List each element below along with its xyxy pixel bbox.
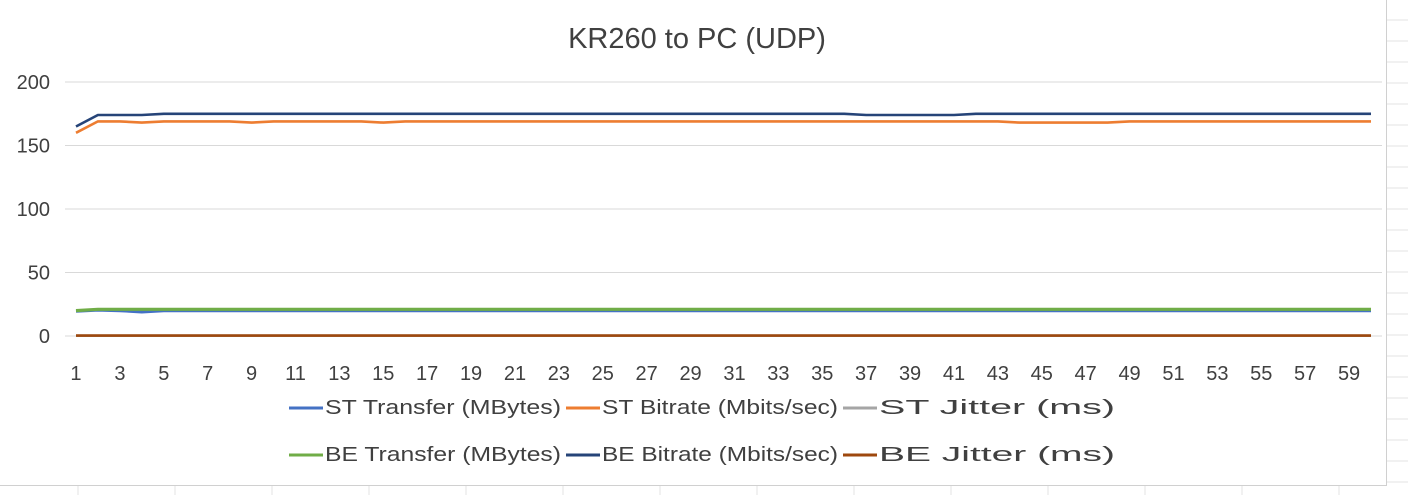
- x-tick-label: 55: [1250, 363, 1272, 385]
- legend-label: ST Bitrate (Mbits/sec): [602, 397, 838, 419]
- x-tick-label: 45: [1031, 363, 1053, 385]
- series-line-st-bitrate-mbits-sec[interactable]: [75, 120, 1371, 134]
- series-lines: [75, 112, 1371, 338]
- x-tick-label: 23: [548, 363, 570, 385]
- legend-label: BE Bitrate (Mbits/sec): [602, 444, 838, 466]
- y-tick-label: 100: [17, 199, 50, 221]
- x-tick-label: 57: [1294, 363, 1316, 385]
- x-tick-label: 43: [987, 363, 1009, 385]
- x-tick-label: 25: [592, 363, 614, 385]
- legend-entry[interactable]: BE Transfer (MBytes): [289, 444, 561, 466]
- x-tick-label: 51: [1162, 363, 1184, 385]
- x-tick-label: 49: [1118, 363, 1140, 385]
- x-tick-label: 17: [416, 363, 438, 385]
- y-tick-label: 0: [39, 326, 50, 348]
- x-tick-label: 13: [328, 363, 350, 385]
- y-axis-ticks: 0 50 100 150 200: [17, 72, 50, 348]
- legend-entry[interactable]: BE Bitrate (Mbits/sec): [566, 444, 838, 466]
- x-tick-label: 5: [158, 363, 169, 385]
- x-tick-label: 59: [1338, 363, 1360, 385]
- x-tick-label: 41: [943, 363, 965, 385]
- x-tick-label: 21: [504, 363, 526, 385]
- x-tick-label: 33: [767, 363, 789, 385]
- y-tick-label: 150: [17, 136, 50, 158]
- series-line-be-transfer-mbytes[interactable]: [75, 307, 1371, 313]
- legend-label: BE Transfer (MBytes): [325, 444, 561, 466]
- x-tick-label: 15: [372, 363, 394, 385]
- legend-label: BE Jitter (ms): [879, 444, 1115, 466]
- x-axis-ticks: 1 3 5 7 9 11 13 15 17 19 21 23 25 27 29 31 33 35 37 39 41 43 4…: [70, 363, 1360, 385]
- legend: ST Transfer (MBytes) ST Bitrate (Mbits/se…: [289, 397, 1115, 466]
- x-tick-label: 39: [899, 363, 921, 385]
- legend-entry[interactable]: ST Transfer (MBytes): [289, 397, 561, 419]
- x-tick-label: 27: [636, 363, 658, 385]
- y-tick-label: 50: [28, 263, 50, 285]
- legend-entry[interactable]: ST Jitter (ms): [843, 397, 1115, 419]
- legend-label: ST Jitter (ms): [879, 397, 1115, 419]
- x-tick-label: 47: [1075, 363, 1097, 385]
- x-tick-label: 37: [855, 363, 877, 385]
- x-tick-label: 1: [70, 363, 81, 385]
- x-tick-label: 31: [723, 363, 745, 385]
- series-line-be-bitrate-mbits-sec[interactable]: [75, 112, 1371, 128]
- x-tick-label: 19: [460, 363, 482, 385]
- x-tick-label: 35: [811, 363, 833, 385]
- chart-title: KR260 to PC (UDP): [568, 23, 826, 55]
- legend-entry[interactable]: BE Jitter (ms): [843, 444, 1115, 466]
- x-tick-label: 53: [1206, 363, 1228, 385]
- chart-area[interactable]: KR260 to PC (UDP) 0 50 100 150 200 1 3 5 7 9 11 13…: [0, 0, 1387, 486]
- x-tick-label: 3: [114, 363, 125, 385]
- legend-entry[interactable]: ST Bitrate (Mbits/sec): [566, 397, 838, 419]
- x-tick-label: 11: [285, 363, 306, 385]
- x-tick-label: 29: [679, 363, 701, 385]
- x-tick-label: 9: [246, 363, 257, 385]
- legend-label: ST Transfer (MBytes): [325, 397, 561, 419]
- x-tick-label: 7: [202, 363, 213, 385]
- y-tick-label: 200: [17, 72, 50, 94]
